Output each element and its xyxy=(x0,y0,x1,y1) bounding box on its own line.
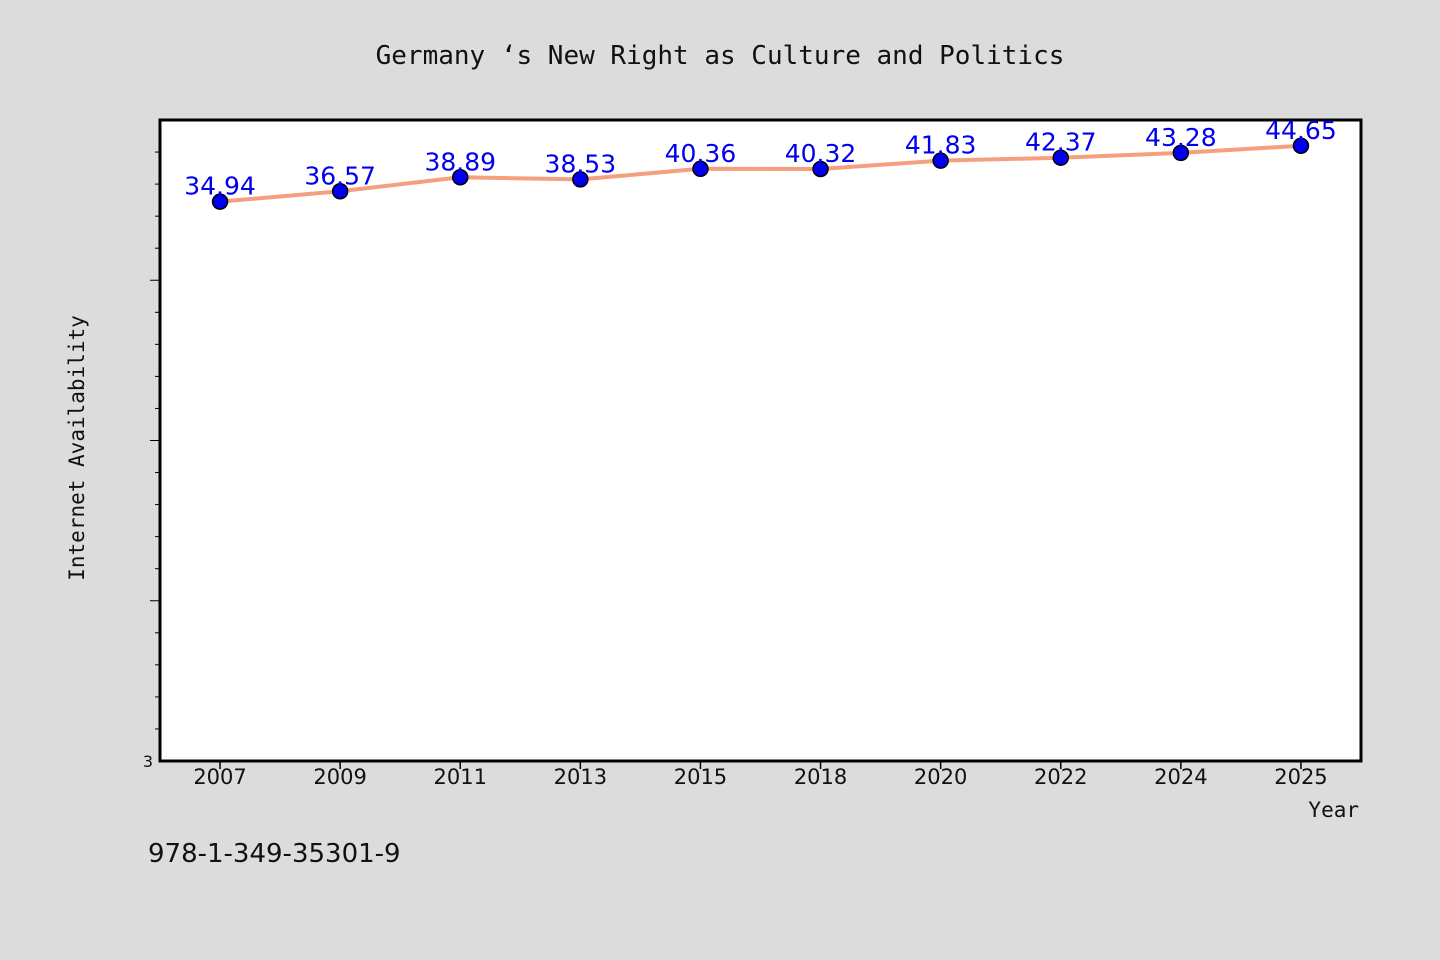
data-label: 42.37 xyxy=(1025,128,1097,157)
x-tick-label: 2009 xyxy=(313,765,366,789)
x-tick-label: 2015 xyxy=(674,765,727,789)
y-axis-title: Internet Availability xyxy=(65,315,89,581)
data-point xyxy=(1292,137,1310,155)
x-tick-label: 2020 xyxy=(914,765,967,789)
data-point xyxy=(692,160,709,178)
y-axis-ticks xyxy=(150,151,160,730)
x-tick-label: 2024 xyxy=(1154,765,1207,789)
x-tick-label: 2022 xyxy=(1034,765,1087,789)
data-label: 40.36 xyxy=(665,139,737,168)
data-point xyxy=(932,152,949,169)
data-label: 40.32 xyxy=(785,139,857,168)
series-line xyxy=(218,143,1303,204)
data-label: 44.65 xyxy=(1265,116,1337,145)
series-markers xyxy=(211,137,1310,210)
data-label: 36.57 xyxy=(304,161,376,190)
data-label: 34.94 xyxy=(184,172,256,201)
data-point xyxy=(452,169,469,186)
data-point xyxy=(812,160,829,178)
x-tick-label: 2011 xyxy=(434,765,487,789)
data-labels: 34.94 36.57 38.89 38.53 40.36 40.32 41.83 42.37… xyxy=(184,116,1336,201)
data-point xyxy=(572,171,589,188)
data-point xyxy=(211,193,229,210)
data-point xyxy=(331,183,349,200)
data-label: 43.28 xyxy=(1145,123,1217,152)
isbn-footer: 978-1-349-35301-9 xyxy=(148,839,401,869)
x-tick-label: 2025 xyxy=(1274,765,1327,789)
data-label: 38.53 xyxy=(545,149,617,178)
x-tick-label: 2018 xyxy=(794,765,847,789)
x-axis-ticks xyxy=(219,761,1302,769)
plot-area xyxy=(158,118,1363,763)
chart-title: Germany ‘s New Right as Culture and Poli… xyxy=(376,41,1065,71)
data-point xyxy=(1172,144,1190,162)
x-tick-labels: 2007 2009 2011 2013 2015 2018 2020 2022 2024 2025 xyxy=(193,765,1327,789)
x-axis-title: Year xyxy=(1308,798,1359,822)
y-tick-label: 3 xyxy=(143,752,153,771)
data-label: 38.89 xyxy=(424,147,496,176)
x-tick-label: 2007 xyxy=(193,765,246,789)
x-tick-label: 2013 xyxy=(554,765,607,789)
data-label: 41.83 xyxy=(905,131,977,160)
data-point xyxy=(1052,149,1069,166)
